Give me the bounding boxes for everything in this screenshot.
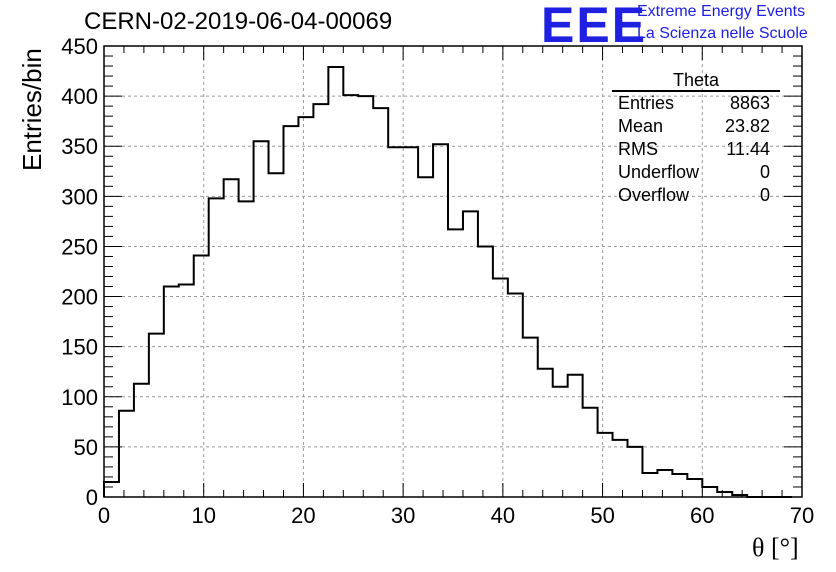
plot-border <box>103 45 803 498</box>
y-tick-label: 150 <box>61 335 98 360</box>
histogram-series-line <box>103 66 793 498</box>
stats-value: 0 <box>759 162 770 182</box>
x-tick-label: 20 <box>291 503 315 528</box>
stats-value: 8863 <box>729 93 770 113</box>
y-tick-label: 50 <box>74 435 98 460</box>
stats-label: Underflow <box>618 162 700 182</box>
stats-value: 23.82 <box>724 116 770 136</box>
x-tick-label: 50 <box>590 503 614 528</box>
y-tick-label: 450 <box>61 34 98 59</box>
stats-row-rms: RMS 11.44 <box>612 138 780 161</box>
stats-label: Entries <box>618 93 675 113</box>
x-tick-label: 70 <box>790 503 814 528</box>
y-tick-label: 0 <box>86 485 98 510</box>
logo-tagline-2: La Scienza nelle Scuole <box>637 25 808 42</box>
stats-row-underflow: Underflow 0 <box>612 161 780 184</box>
stats-value: 0 <box>759 185 770 205</box>
y-axis-label: Entries/bin <box>17 48 47 171</box>
stats-label: Mean <box>618 116 664 136</box>
stats-label: RMS <box>618 139 658 159</box>
y-tick-label: 400 <box>61 84 98 109</box>
stats-value: 11.44 <box>726 139 770 159</box>
grid-lines <box>104 46 802 497</box>
axis-ticks <box>103 45 803 498</box>
y-tick-label: 250 <box>61 234 98 259</box>
stats-label: Overflow <box>618 185 690 205</box>
stats-title: Theta <box>612 70 780 92</box>
eee-logo: EEE <box>541 0 648 53</box>
y-tick-label: 350 <box>61 134 98 159</box>
stats-row-overflow: Overflow 0 <box>612 184 780 207</box>
chart-title: CERN-02-2019-06-04-00069 <box>84 8 393 35</box>
stats-box: Theta Entries 8863 Mean 23.82 RMS 11.44 … <box>612 70 780 207</box>
y-tick-label: 100 <box>61 385 98 410</box>
y-tick-label: 300 <box>61 184 98 209</box>
logo-tagline-1: Extreme Energy Events <box>637 3 806 20</box>
axis-tick-labels: 0 10 20 30 40 50 60 70 0 50 100 150 200 250 300 350 400 4… <box>61 34 814 528</box>
stats-row-mean: Mean 23.82 <box>612 115 780 138</box>
x-tick-label: 60 <box>690 503 714 528</box>
stats-row-entries: Entries 8863 <box>612 92 780 115</box>
x-tick-label: 0 <box>98 503 110 528</box>
x-tick-label: 30 <box>391 503 415 528</box>
plot-frame <box>103 45 803 498</box>
x-tick-label: 40 <box>491 503 515 528</box>
y-tick-label: 200 <box>61 285 98 310</box>
x-axis-label: θ [°] <box>752 533 799 562</box>
x-tick-label: 10 <box>191 503 215 528</box>
